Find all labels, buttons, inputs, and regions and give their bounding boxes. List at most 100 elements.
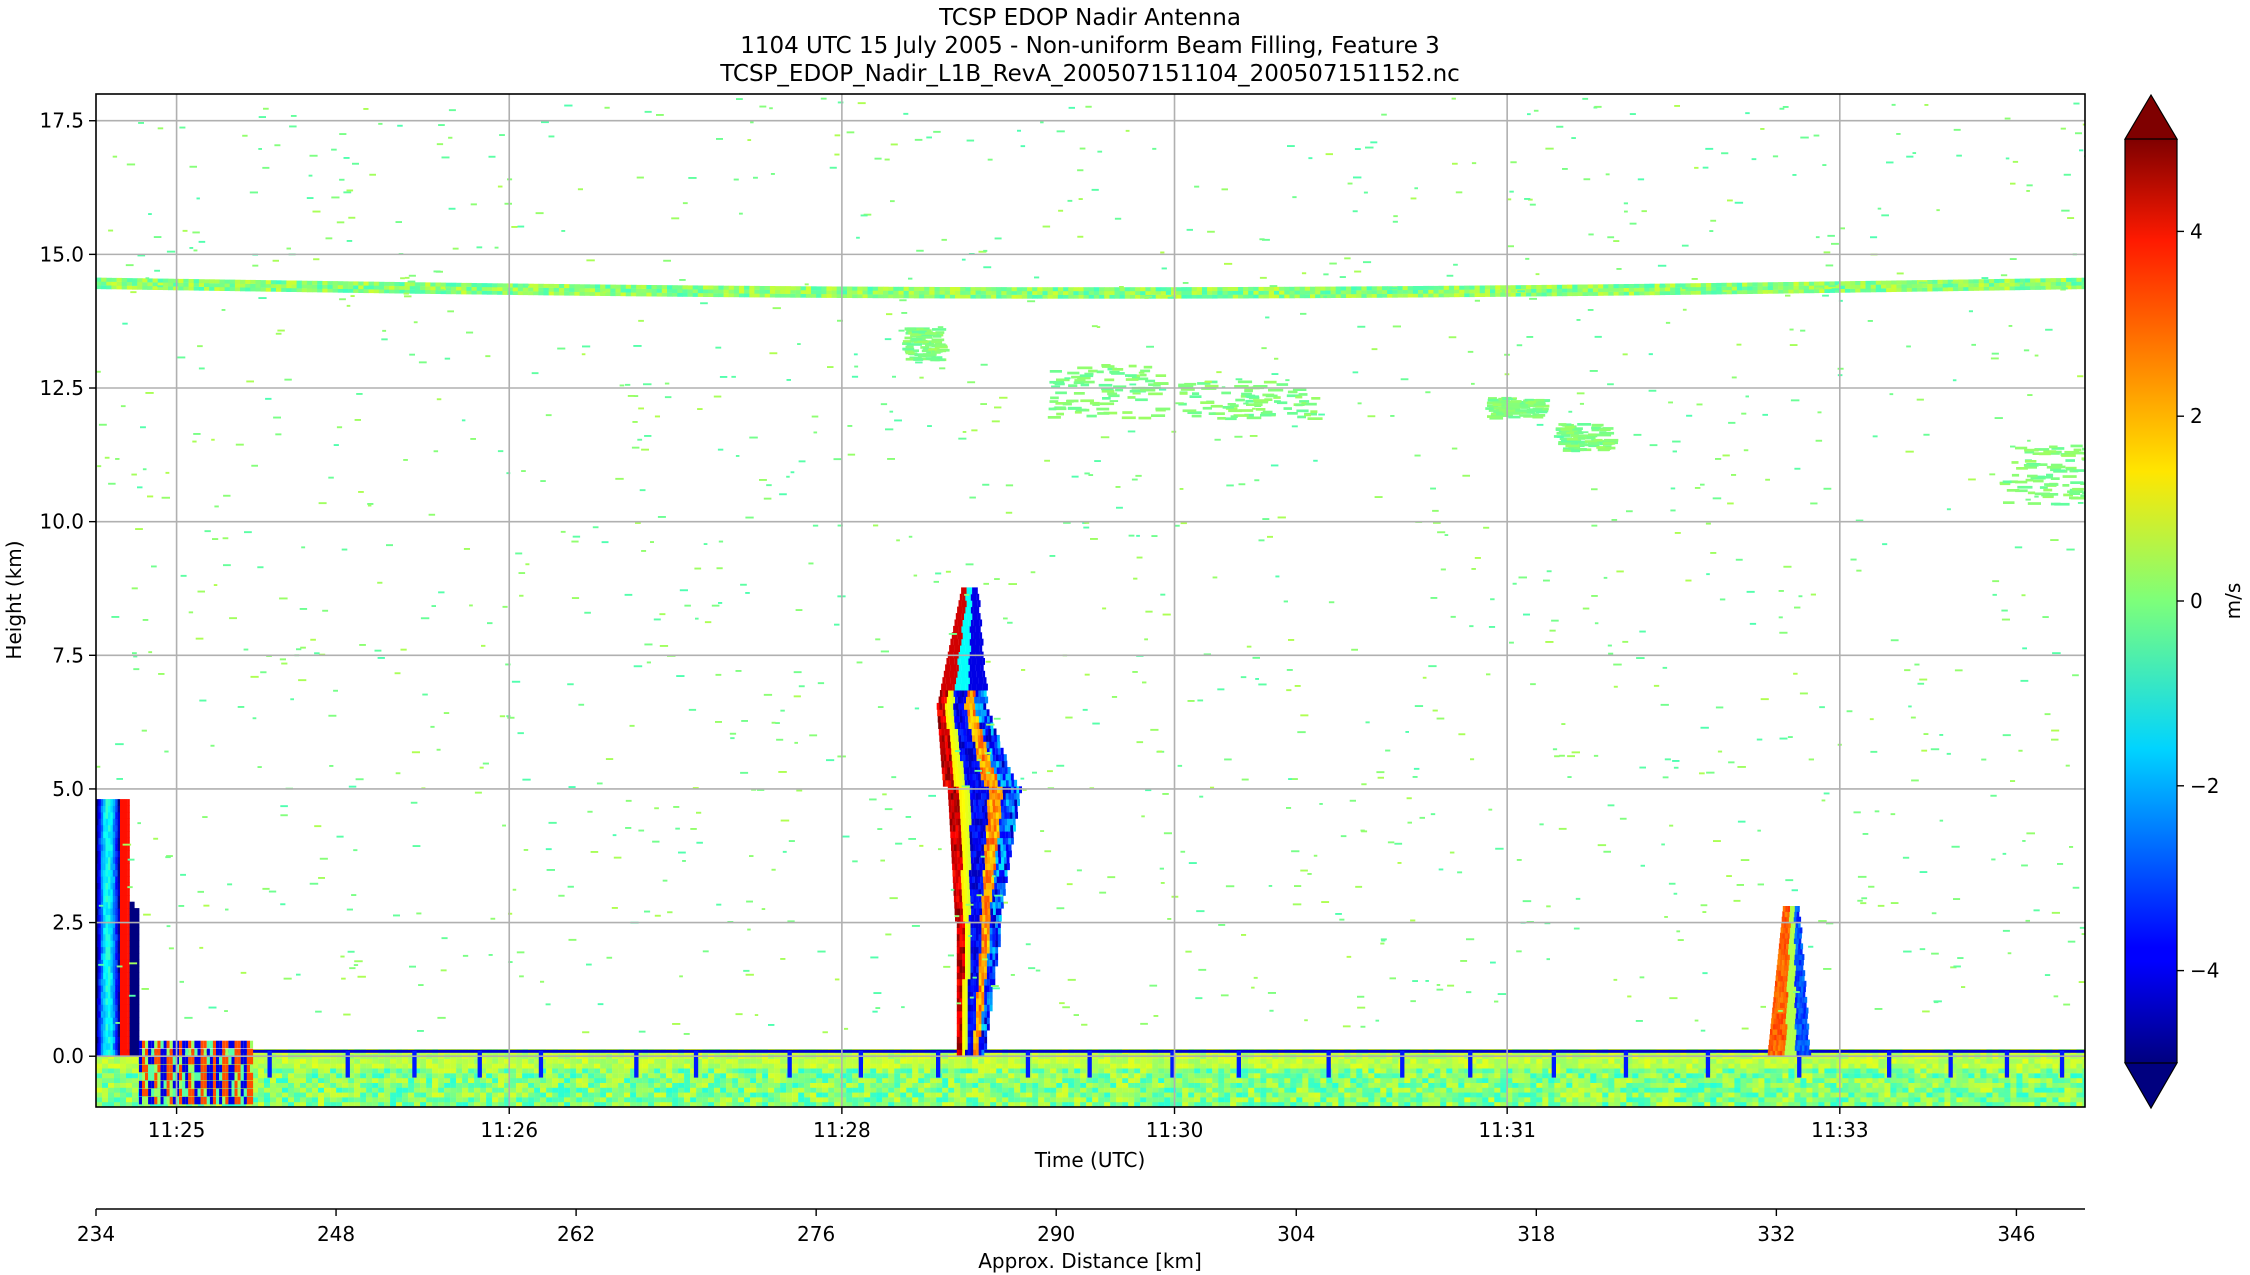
cirrus-cell — [831, 290, 838, 295]
cirrus-cell — [1320, 286, 1326, 291]
cirrus-cell — [162, 278, 169, 283]
surface-clutter-cell — [1014, 1097, 1021, 1103]
surface-clutter-cell — [762, 1058, 769, 1064]
surface-clutter-cell — [1860, 1087, 1867, 1093]
surface-clutter-cell — [1188, 1082, 1195, 1088]
surface-clutter-cell — [1128, 1068, 1135, 1074]
surface-clutter-cell — [1158, 1101, 1165, 1107]
surface-clutter-cell — [498, 1077, 505, 1083]
surface-clutter-cell — [1218, 1097, 1225, 1103]
cirrus-cell — [445, 282, 452, 287]
surface-clutter-cell — [516, 1087, 523, 1093]
cirrus-cell — [1407, 293, 1414, 298]
surface-clutter-cell — [954, 1097, 961, 1103]
surface-clutter-cell — [810, 1092, 817, 1098]
surface-clutter-cell — [1914, 1101, 1921, 1107]
surface-clutter-cell — [498, 1073, 505, 1079]
cirrus-cell — [1135, 294, 1141, 299]
surface-clutter-cell — [2028, 1082, 2035, 1088]
surface-clutter-cell — [126, 1092, 133, 1098]
surface-clutter-cell — [618, 1063, 625, 1069]
surface-clutter-cell — [1518, 1101, 1525, 1107]
surface-clutter-cell — [1614, 1097, 1621, 1103]
surface-clutter-cell — [1752, 1082, 1759, 1088]
cirrus-cell — [795, 286, 802, 291]
surface-clutter-cell — [1566, 1082, 1573, 1088]
surface-clutter-cell — [1164, 1063, 1171, 1069]
surface-clutter-cell — [414, 1087, 421, 1093]
cirrus-cell — [96, 281, 102, 286]
surface-clutter-cell — [1542, 1068, 1549, 1074]
surface-clutter-cell — [306, 1058, 313, 1064]
surface-clutter-cell — [1320, 1082, 1327, 1088]
surface-clutter-cell — [1920, 1101, 1927, 1107]
surface-clutter-cell — [114, 1092, 121, 1098]
surface-clutter-cell — [480, 1082, 487, 1088]
surface-clutter-cell — [2076, 1058, 2083, 1064]
surface-clutter-cell — [2064, 1087, 2071, 1093]
surface-clutter-cell — [1074, 1073, 1081, 1079]
surface-clutter-cell — [1728, 1073, 1735, 1079]
surface-clutter-cell — [498, 1101, 505, 1107]
cirrus-cell — [970, 287, 976, 292]
cirrus-cell — [1551, 292, 1558, 297]
surface-clutter-cell — [600, 1101, 607, 1107]
cirrus-cell — [1181, 287, 1187, 292]
surface-clutter-cell — [978, 1087, 985, 1093]
surface-clutter-cell — [108, 1068, 115, 1074]
surface-clutter-cell — [540, 1087, 547, 1093]
cirrus-cell — [795, 290, 802, 294]
cirrus-cell — [996, 290, 1002, 295]
surface-clutter-cell — [282, 1101, 289, 1107]
surface-clutter-cell — [834, 1058, 841, 1064]
surface-clutter-cell — [1140, 1068, 1147, 1074]
surface-clutter-cell — [1380, 1087, 1387, 1093]
surface-clutter-cell — [318, 1077, 325, 1083]
cirrus-cell — [157, 282, 164, 287]
cirrus-cell — [944, 287, 951, 291]
cirrus-cell — [1685, 283, 1691, 288]
cirrus-cell — [492, 287, 498, 291]
surface-clutter-cell — [510, 1077, 517, 1083]
surface-clutter-cell — [1014, 1101, 1021, 1107]
surface-clutter-cell — [942, 1082, 949, 1088]
surface-clutter-cell — [1464, 1068, 1471, 1074]
surface-clutter-cell — [1248, 1087, 1255, 1093]
surface-clutter-cell — [138, 1101, 145, 1107]
surface-clutter-cell — [348, 1073, 355, 1079]
surface-clutter-cell — [1218, 1077, 1225, 1083]
surface-clutter-cell — [792, 1082, 799, 1088]
cirrus-cell — [1418, 293, 1424, 298]
surface-clutter-cell — [1932, 1087, 1939, 1093]
surface-clutter-cell — [1224, 1087, 1231, 1093]
surface-clutter-cell — [1506, 1058, 1513, 1064]
surface-clutter-cell — [1098, 1092, 1105, 1098]
cirrus-cell — [1212, 287, 1218, 292]
cirrus-cell — [281, 284, 287, 289]
surface-clutter-cell — [1512, 1058, 1519, 1064]
surface-clutter-cell — [348, 1077, 355, 1083]
cirrus-cell — [836, 294, 843, 298]
surface-clutter-cell — [1884, 1101, 1891, 1107]
surface-clutter-cell — [1746, 1092, 1753, 1098]
surface-clutter-cell — [630, 1097, 637, 1103]
surface-clutter-cell — [1338, 1087, 1345, 1093]
cirrus-cell — [1397, 286, 1403, 291]
surface-clutter-cell — [612, 1087, 619, 1093]
surface-clutter-cell — [1998, 1058, 2005, 1064]
surface-clutter-cell — [876, 1077, 883, 1083]
surface-clutter-cell — [2016, 1063, 2023, 1069]
surface-clutter-cell — [1398, 1092, 1405, 1098]
surface-clutter-cell — [1392, 1073, 1399, 1079]
cirrus-cell — [1412, 293, 1419, 298]
cirrus-cell — [703, 293, 709, 297]
surface-clutter-cell — [1350, 1097, 1357, 1103]
surface-clutter-cell — [1218, 1073, 1225, 1079]
surface-clutter-cell — [1596, 1101, 1603, 1107]
surface-clutter-cell — [1860, 1063, 1867, 1069]
surface-clutter-cell — [594, 1092, 601, 1098]
surface-clutter-cell — [1134, 1087, 1141, 1093]
surface-clutter-cell — [1548, 1068, 1555, 1074]
cirrus-cell — [286, 284, 292, 289]
surface-clutter-cell — [1788, 1092, 1795, 1098]
